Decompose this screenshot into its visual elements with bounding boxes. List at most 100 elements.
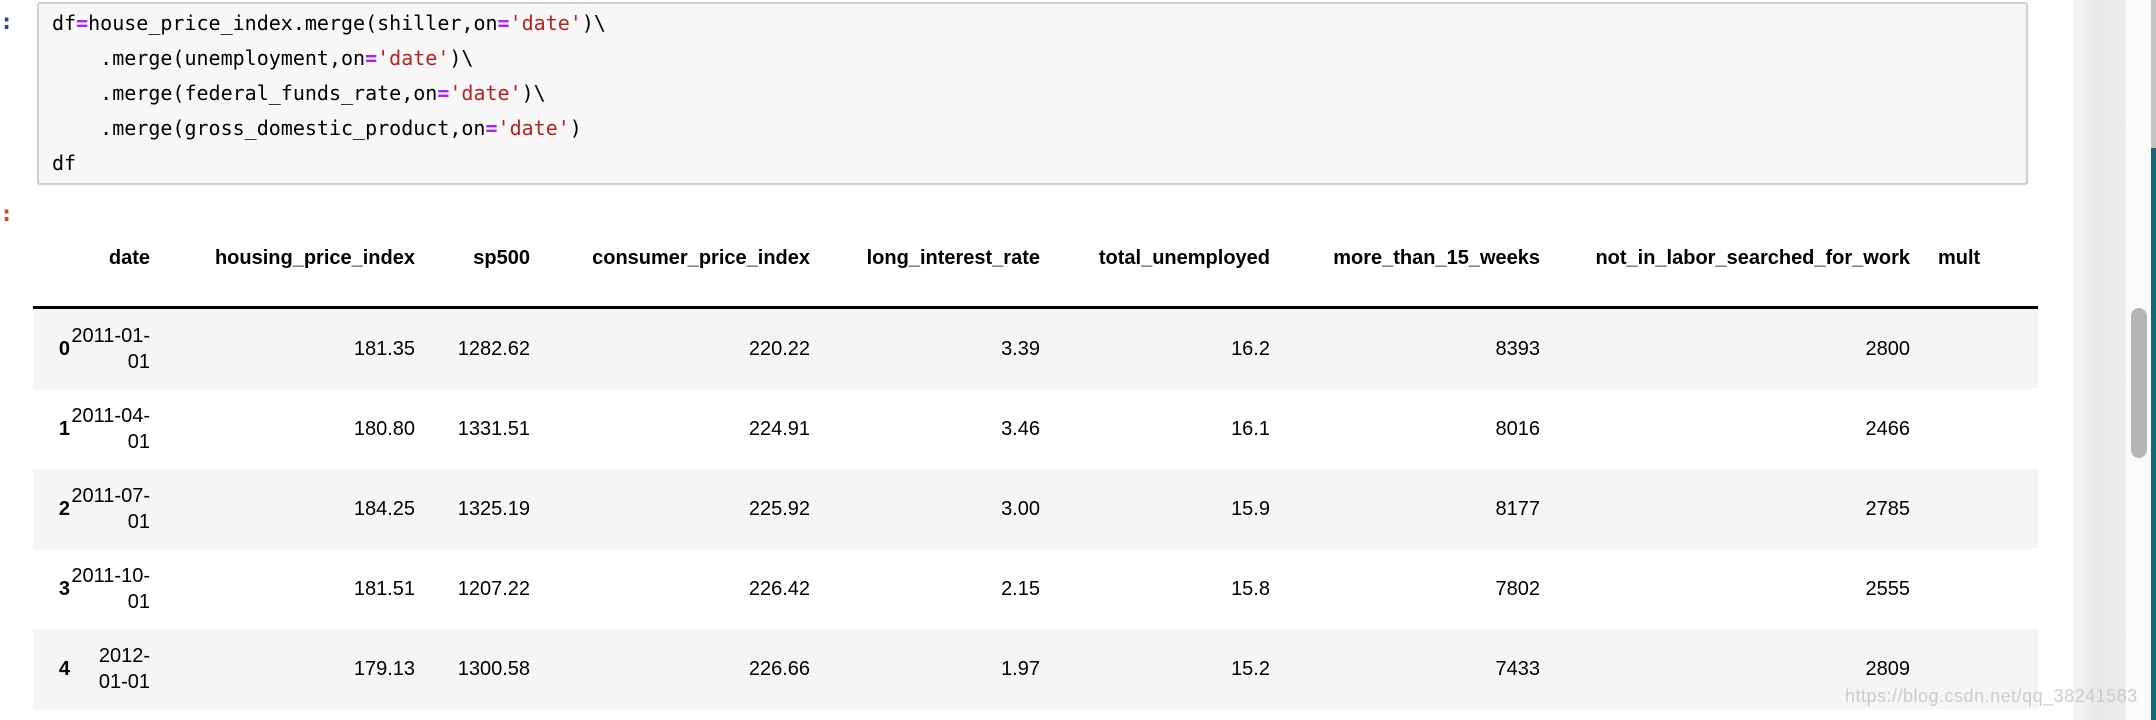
col-header-housing_price_index: housing_price_index bbox=[150, 228, 415, 309]
table-cell: 15.9 bbox=[1231, 498, 1270, 520]
code-token-str: 'date' bbox=[449, 81, 522, 105]
table-cell-clipped bbox=[1910, 549, 2038, 629]
code-lines[interactable]: df=house_price_index.merge(shiller,on='d… bbox=[39, 4, 2026, 181]
table-cell: 2809 bbox=[1865, 658, 1911, 680]
index-corner-header bbox=[33, 228, 70, 309]
table-cell: 1282.62 bbox=[457, 338, 530, 360]
table-row: 1 2011-04-01 180.80 1331.51 224.91 3.46 16.1 80… bbox=[33, 389, 2038, 469]
code-token-plain: .merge(federal_funds_rate,on bbox=[52, 81, 438, 105]
table-row: 3 2011-10-01 181.51 1207.22 226.42 2.15 15.8 78… bbox=[33, 549, 2038, 629]
col-header-total_unemployed: total_unemployed bbox=[1040, 228, 1270, 309]
code-token-op: = bbox=[365, 46, 378, 70]
table-cell: 7433 bbox=[1495, 658, 1541, 680]
table-cell: 1331.51 bbox=[457, 418, 530, 440]
table-cell: 2785 bbox=[1865, 498, 1911, 520]
row-index: 4 bbox=[58, 658, 70, 680]
edge-scrollbar-top-segment bbox=[2151, 0, 2156, 148]
table-cell: 2011-07-01 bbox=[71, 485, 150, 533]
table-cell: 16.1 bbox=[1231, 418, 1270, 440]
code-token-plain: df bbox=[52, 151, 77, 175]
code-token-plain: df bbox=[52, 11, 77, 35]
code-token-str: 'date' bbox=[509, 11, 582, 35]
code-token-op: = bbox=[437, 81, 450, 105]
col-header-sp500: sp500 bbox=[415, 228, 530, 309]
table-cell: 3.46 bbox=[1001, 418, 1040, 440]
row-index: 1 bbox=[58, 418, 70, 440]
code-token-plain: )\ bbox=[521, 81, 546, 105]
table-row: 4 2012-01-01 179.13 1300.58 226.66 1.97 15.2 74… bbox=[33, 629, 2038, 709]
table-row: 2 2011-07-01 184.25 1325.19 225.92 3.00 15.9 81… bbox=[33, 469, 2038, 549]
table-row: 0 2011-01-01 181.35 1282.62 220.22 3.39 16.2 83… bbox=[33, 307, 2038, 390]
code-line: df bbox=[52, 146, 2026, 181]
code-cell[interactable]: df=house_price_index.merge(shiller,on='d… bbox=[37, 2, 2028, 185]
col-header-not_in_labor_searched_for_work: not_in_labor_searched_for_work bbox=[1540, 228, 1910, 309]
code-token-str: 'date' bbox=[497, 116, 570, 140]
dataframe-output: date housing_price_index sp500 consumer_pri… bbox=[33, 228, 2038, 710]
table-cell: 179.13 bbox=[353, 658, 415, 680]
table-cell: 3.00 bbox=[1001, 498, 1040, 520]
table-cell: 15.2 bbox=[1231, 658, 1270, 680]
col-header-consumer_price_index: consumer_price_index bbox=[530, 228, 810, 309]
table-cell: 2011-04-01 bbox=[71, 405, 150, 453]
table-body: 0 2011-01-01 181.35 1282.62 220.22 3.39 16.2 83… bbox=[33, 307, 2038, 709]
code-token-plain: house_price_index.merge(shiller,on bbox=[88, 11, 498, 35]
table-cell: 225.92 bbox=[748, 498, 810, 520]
row-index: 0 bbox=[58, 338, 70, 360]
table-cell: 8016 bbox=[1495, 418, 1541, 440]
col-header-date: date bbox=[70, 228, 150, 309]
table-cell: 8177 bbox=[1495, 498, 1541, 520]
notebook-scrollbar-thumb[interactable] bbox=[2131, 308, 2147, 458]
code-token-plain: ) bbox=[569, 116, 582, 140]
table-cell: 15.8 bbox=[1231, 578, 1270, 600]
code-token-op: = bbox=[497, 11, 510, 35]
code-token-plain: .merge(unemployment,on bbox=[52, 46, 366, 70]
code-line: df=house_price_index.merge(shiller,on='d… bbox=[52, 6, 2026, 41]
row-index: 2 bbox=[58, 498, 70, 520]
code-token-str: 'date' bbox=[377, 46, 450, 70]
table-cell: 2555 bbox=[1865, 578, 1911, 600]
table-cell: 2011-01-01 bbox=[71, 325, 150, 373]
table-cell: 1325.19 bbox=[457, 498, 530, 520]
code-token-op: = bbox=[76, 11, 89, 35]
out-prompt-fragment: : bbox=[0, 202, 14, 227]
code-token-plain: )\ bbox=[581, 11, 606, 35]
code-line: .merge(federal_funds_rate,on='date')\ bbox=[52, 76, 2026, 111]
table-cell: 3.39 bbox=[1001, 338, 1040, 360]
table-cell: 16.2 bbox=[1231, 338, 1270, 360]
page-scroll-gutter bbox=[2073, 0, 2125, 720]
table-cell: 220.22 bbox=[748, 338, 810, 360]
table-cell: 1.97 bbox=[1001, 658, 1040, 680]
table-cell: 224.91 bbox=[748, 418, 810, 440]
col-header-long_interest_rate: long_interest_rate bbox=[810, 228, 1040, 309]
table-cell-clipped bbox=[1910, 308, 2038, 390]
code-token-op: = bbox=[485, 116, 498, 140]
code-line: .merge(unemployment,on='date')\ bbox=[52, 41, 2026, 76]
table-cell: 2011-10-01 bbox=[71, 565, 150, 613]
table-cell: 2.15 bbox=[1001, 578, 1040, 600]
code-token-plain: .merge(gross_domestic_product,on bbox=[52, 116, 486, 140]
table-cell-clipped bbox=[1910, 389, 2038, 469]
col-header-mult: mult bbox=[1910, 228, 2038, 309]
table-cell: 226.42 bbox=[748, 578, 810, 600]
table-cell: 226.66 bbox=[748, 658, 810, 680]
table-cell: 2466 bbox=[1865, 418, 1911, 440]
in-prompt-fragment: : bbox=[0, 10, 14, 35]
table-cell: 1300.58 bbox=[457, 658, 530, 680]
table-cell: 1207.22 bbox=[457, 578, 530, 600]
watermark-url: https://blog.csdn.net/qq_38241583 bbox=[1845, 686, 2138, 706]
col-header-more_than_15_weeks: more_than_15_weeks bbox=[1270, 228, 1540, 309]
table-cell-clipped bbox=[1910, 469, 2038, 549]
edge-scrollbar-teal-segment bbox=[2151, 148, 2156, 720]
table-cell: 7802 bbox=[1495, 578, 1541, 600]
table-cell: 2012-01-01 bbox=[98, 645, 150, 693]
row-index: 3 bbox=[58, 578, 70, 600]
table-header-row: date housing_price_index sp500 consumer_pri… bbox=[33, 228, 2038, 309]
table-cell: 2800 bbox=[1865, 338, 1911, 360]
dataframe-table: date housing_price_index sp500 consumer_pri… bbox=[33, 228, 2038, 709]
table-cell: 8393 bbox=[1495, 338, 1541, 360]
code-line: .merge(gross_domestic_product,on='date') bbox=[52, 111, 2026, 146]
table-cell: 180.80 bbox=[353, 418, 415, 440]
code-token-plain: )\ bbox=[449, 46, 474, 70]
table-cell: 181.51 bbox=[353, 578, 415, 600]
